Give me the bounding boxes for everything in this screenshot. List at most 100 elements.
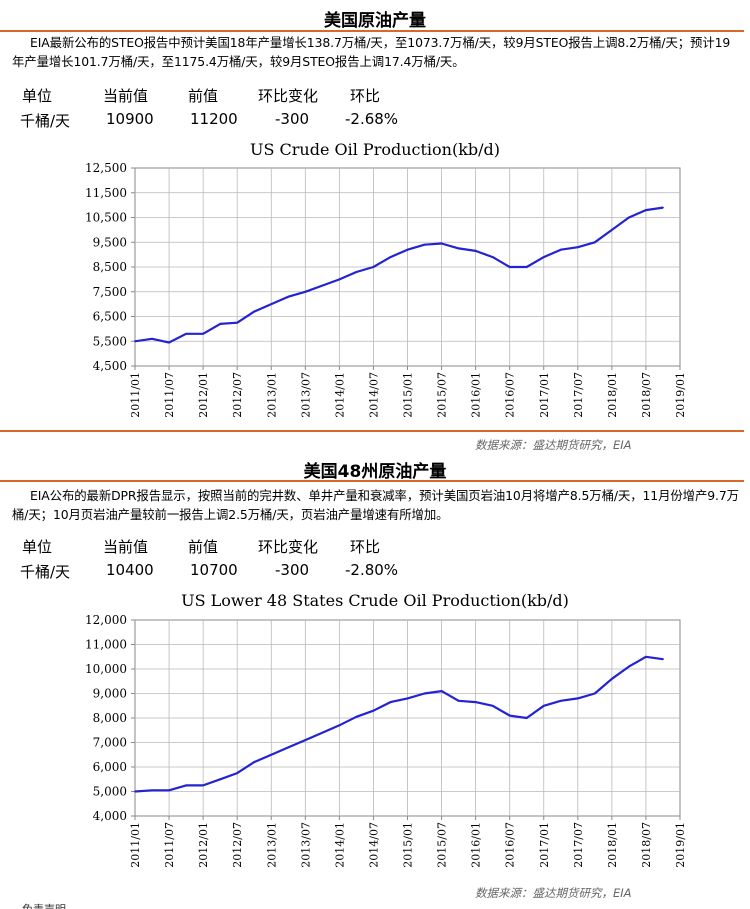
chart2-x-tick-label: 2018/07 [640, 822, 653, 868]
chart2-data-point [525, 717, 528, 719]
section1-paragraph: EIA最新公布的STEO报告中预计美国18年产量增长138.7万桶/天，至107… [12, 35, 731, 69]
chart1-data-point [202, 332, 205, 335]
chart2-data-point [151, 789, 153, 792]
chart1-data-point [389, 256, 392, 258]
chart1-x-tick-label: 2011/01 [129, 372, 142, 418]
chart2-data-point [287, 746, 290, 749]
chart2-x-tick-label: 2013/07 [299, 822, 312, 868]
chart1-x-tick-label: 2012/07 [231, 372, 244, 418]
chart1-data-point [440, 242, 443, 245]
chart1-data-point [576, 246, 579, 249]
table1-header-previous: 前值 [188, 87, 219, 105]
chart2-data-point [491, 704, 494, 707]
table2-value-change: -300 [275, 561, 310, 579]
chart1-data-point [559, 248, 562, 251]
chart1-y-tick-label: 11,500 [85, 186, 127, 200]
chart1-plot: 4,500 5,500 6,500 7,500 8,500 9,500 10,500 11,5… [85, 161, 687, 418]
chart2-title: US Lower 48 States Crude Oil Production(… [181, 591, 569, 610]
chart2-data-point [389, 701, 392, 703]
chart1-x-tick-label: 2017/07 [572, 372, 585, 418]
section2-heading: 美国48州原油产量 [303, 462, 447, 482]
chart2-data-point [559, 699, 562, 702]
chart2-data-point [168, 789, 170, 792]
chart2-data-point [423, 692, 426, 695]
chart1-title: US Crude Oil Production(kb/d) [249, 140, 501, 159]
chart2-x-tick-label: 2017/01 [538, 822, 551, 868]
chart1-data-point [270, 303, 273, 306]
table1-header-unit: 单位 [22, 87, 53, 105]
chart1-data-point [628, 216, 630, 219]
table2-header-pct: 环比 [350, 538, 381, 556]
section1-divider-bottom [0, 430, 744, 432]
chart2-y-tick-label: 4,000 [93, 809, 127, 823]
chart2-y-tick-label: 8,000 [93, 711, 127, 725]
chart2-data-point [304, 739, 307, 741]
section1-source: 数据来源：盛达期货研究，EIA [475, 438, 632, 452]
chart2-y-tick-label: 9,000 [93, 687, 127, 701]
chart1-data-point [185, 332, 187, 335]
chart2-x-tick-label: 2012/07 [231, 822, 244, 868]
chart2-data-point [406, 697, 409, 700]
chart1-data-point [491, 256, 494, 258]
chart2-x-tick-label: 2015/01 [402, 822, 415, 868]
chart1-y-tick-label: 10,500 [85, 211, 127, 225]
chart1-x-tick-label: 2016/07 [504, 372, 517, 418]
chart2-y-tick-label: 12,000 [85, 613, 127, 627]
chart1-data-point [406, 248, 409, 251]
chart1-y-tick-label: 12,500 [85, 161, 127, 175]
chart1-data-point [321, 284, 324, 287]
chart1-y-tick-label: 4,500 [93, 359, 127, 373]
chart1-x-tick-label: 2018/01 [606, 372, 619, 418]
chart2-x-tick-label: 2017/07 [572, 822, 585, 868]
chart2-data-point [628, 665, 630, 668]
chart2-data-point [457, 699, 460, 702]
chart1-data-point [236, 321, 239, 324]
chart1-y-tick-label: 5,500 [93, 334, 127, 348]
table2-header-previous: 前值 [188, 538, 219, 556]
table2-header-change: 环比变化 [258, 538, 319, 556]
table2-value-current: 10400 [106, 561, 154, 579]
chart2-y-tick-label: 7,000 [93, 736, 127, 750]
chart2-x-tick-label: 2016/01 [470, 822, 483, 868]
section2-paragraph: EIA公布的最新DPR报告显示，按照当前的完井数、单井产量和衰减率，预计美国页岩… [12, 488, 739, 522]
table1-header-current: 当前值 [103, 87, 149, 105]
table1-value-current: 10900 [106, 110, 154, 128]
chart2-x-tick-label: 2014/01 [333, 822, 346, 868]
chart2-data-point [662, 658, 664, 661]
chart2-x-tick-label: 2013/01 [265, 822, 278, 868]
chart1-data-point [508, 266, 511, 268]
chart2-data-point [645, 655, 647, 658]
chart1-data-point [645, 209, 647, 211]
chart1-y-tick-label: 8,500 [93, 260, 127, 274]
chart2-data-point [508, 714, 511, 717]
chart1-x-tick-label: 2016/01 [470, 372, 483, 418]
chart2-plot: 4,000 5,000 6,000 7,000 8,000 9,000 10,000 11,0… [85, 613, 687, 868]
chart1-data-point [355, 271, 358, 273]
chart2-x-tick-label: 2019/01 [674, 822, 687, 868]
chart1-x-tick-label: 2011/07 [163, 372, 176, 418]
chart1-data-point [219, 323, 222, 325]
table1-value-change: -300 [275, 110, 310, 128]
chart2-data-point [576, 697, 579, 700]
chart2-data-point [474, 701, 477, 703]
chart1-data-point [423, 243, 426, 246]
table1-value-pct: -2.68% [345, 110, 399, 128]
chart1-data-point [474, 250, 477, 252]
chart1-y-tick-label: 7,500 [93, 285, 127, 299]
chart2-data-point [610, 677, 613, 680]
chart2-data-point [542, 704, 545, 707]
chart1-y-tick-label: 9,500 [93, 235, 127, 249]
chart1-x-tick-label: 2017/01 [538, 372, 551, 418]
chart2-y-tick-label: 6,000 [93, 760, 127, 774]
disclaimer-fragment: 免责声明 [22, 901, 66, 909]
chart2-data-point [338, 724, 341, 727]
chart2-data-point [440, 690, 443, 692]
chart2-data-point [236, 772, 239, 775]
chart2-series-line [134, 655, 664, 793]
table2-value-pct: -2.80% [345, 561, 399, 579]
table1-header-pct: 环比 [350, 87, 381, 105]
chart1-data-point [525, 266, 528, 268]
chart1-x-tick-label: 2018/07 [640, 372, 653, 418]
chart2-y-tick-label: 10,000 [85, 662, 127, 676]
chart2-data-point [321, 731, 324, 734]
